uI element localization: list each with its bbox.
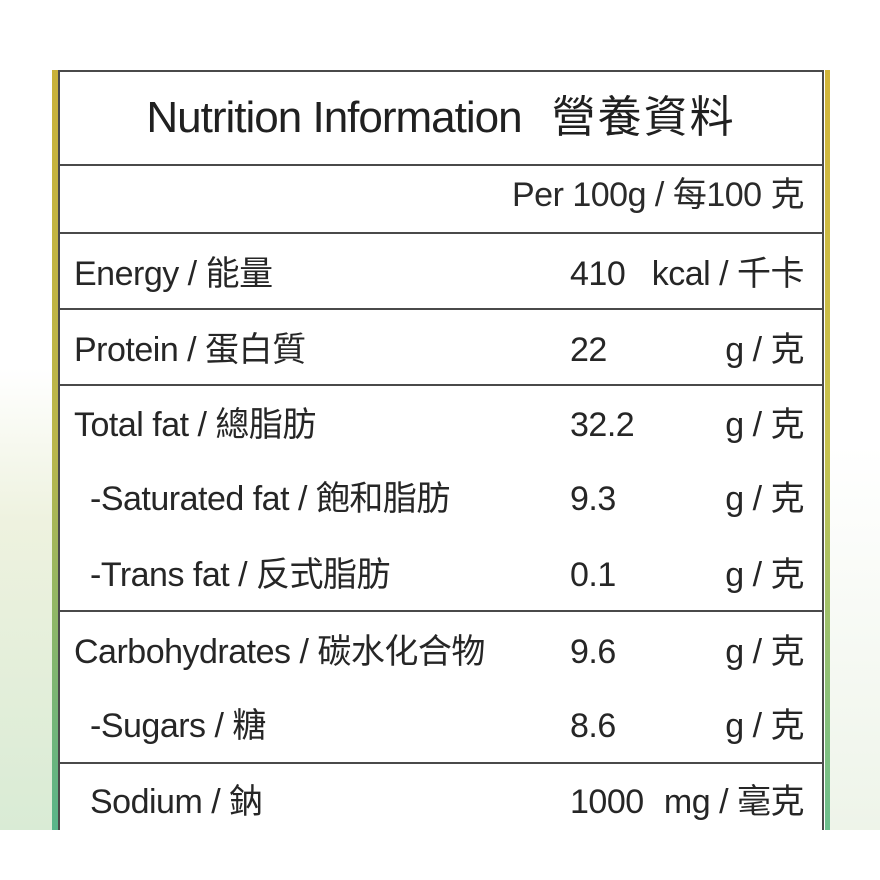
nutrient-unit: mg / 毫克 bbox=[663, 783, 805, 821]
nutrient-row-trans-fat: -Trans fat / 反式脂肪 0.1 g / 克 bbox=[60, 545, 822, 605]
nutrient-value: 22 bbox=[570, 331, 607, 369]
nutrient-unit: g / 克 bbox=[725, 331, 804, 369]
nutrient-unit: g / 克 bbox=[725, 406, 804, 444]
package-edge-left bbox=[0, 60, 58, 830]
nutrient-row-carbohydrates: Carbohydrates / 碳水化合物 9.6 g / 克 bbox=[60, 622, 822, 682]
nutrient-label: Sodium / 鈉 bbox=[90, 783, 263, 821]
nutrient-label: -Trans fat / 反式脂肪 bbox=[90, 556, 391, 594]
nutrient-unit: kcal / 千卡 bbox=[651, 255, 805, 293]
nutrient-label: -Sugars / 糖 bbox=[90, 707, 266, 745]
nutrition-title: Nutrition Information 營養資料 bbox=[60, 88, 822, 148]
nutrient-value: 1000 bbox=[570, 783, 644, 821]
nutrient-unit: g / 克 bbox=[725, 633, 804, 671]
nutrient-label: Total fat / 總脂肪 bbox=[74, 406, 316, 444]
nutrient-row-energy: Energy / 能量 410 kcal / 千卡 bbox=[60, 244, 822, 304]
divider-per bbox=[60, 232, 822, 234]
nutrient-value: 8.6 bbox=[570, 707, 616, 745]
nutrient-value: 0.1 bbox=[570, 556, 616, 594]
nutrient-row-total-fat: Total fat / 總脂肪 32.2 g / 克 bbox=[60, 395, 822, 455]
nutrient-row-saturated-fat: -Saturated fat / 飽和脂肪 9.3 g / 克 bbox=[60, 469, 822, 529]
nutrition-facts-panel: Nutrition Information 營養資料 Per 100g / 每10… bbox=[58, 70, 824, 830]
nutrient-unit: g / 克 bbox=[725, 556, 804, 594]
nutrient-value: 32.2 bbox=[570, 406, 635, 444]
nutrient-label: Protein / 蛋白質 bbox=[74, 331, 306, 369]
nutrient-label: -Saturated fat / 飽和脂肪 bbox=[90, 480, 450, 518]
nutrient-unit: g / 克 bbox=[725, 707, 804, 745]
divider-carbohydrates bbox=[60, 762, 822, 764]
divider-title bbox=[60, 164, 822, 166]
nutrient-row-protein: Protein / 蛋白質 22 g / 克 bbox=[60, 320, 822, 380]
per-serving-header: Per 100g / 每100 克 bbox=[511, 176, 805, 214]
nutrient-value: 9.6 bbox=[570, 633, 616, 671]
nutrient-value: 9.3 bbox=[570, 480, 616, 518]
nutrient-value: 410 bbox=[570, 255, 626, 293]
nutrient-row-sugars: -Sugars / 糖 8.6 g / 克 bbox=[60, 696, 822, 756]
package-edge-right bbox=[825, 60, 880, 830]
nutrient-label: Energy / 能量 bbox=[74, 255, 273, 293]
nutrient-row-sodium: Sodium / 鈉 1000 mg / 毫克 bbox=[60, 772, 822, 832]
title-chinese: 營養資料 bbox=[551, 93, 736, 142]
divider-energy bbox=[60, 308, 822, 310]
title-english: Nutrition Information bbox=[146, 93, 522, 142]
nutrient-unit: g / 克 bbox=[725, 480, 804, 518]
divider-fat bbox=[60, 610, 822, 612]
nutrient-label: Carbohydrates / 碳水化合物 bbox=[74, 633, 485, 671]
divider-protein bbox=[60, 384, 822, 386]
